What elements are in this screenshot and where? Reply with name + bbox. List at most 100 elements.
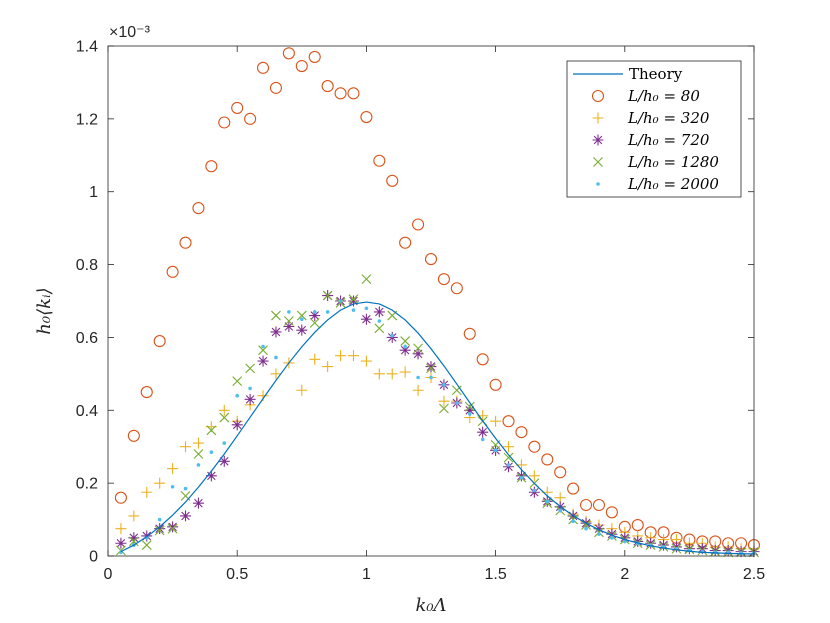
data-point-L720-19-shape [360,313,372,325]
data-point-L320-14-shape [296,384,308,396]
data-point-L720-39-shape [619,532,631,544]
data-point-L1280-15 [309,317,320,328]
data-point-L2000-23 [416,375,420,380]
data-point-L1280-25 [439,403,449,414]
data-point-L1280-14 [296,310,307,321]
data-point-L1280-19 [361,274,372,285]
data-point-L720-0 [115,537,127,549]
data-point-L2000-36-shape [584,526,588,531]
data-point-L720-21-shape [386,331,398,343]
data-point-L320-19-shape [360,355,372,367]
axes-layer: 0 0.5 1 1.5 2 2.5 0 0.2 0.4 0.6 0.8 1 1.2 1.4 [76,39,765,584]
data-point-L320-12 [270,368,282,380]
data-point-L320-14 [296,384,308,396]
data-point-L80-19-shape [360,110,373,124]
data-point-L720-24 [425,361,437,373]
data-point-L720-40 [632,535,644,547]
data-point-L1280-15-shape [309,317,320,328]
data-point-L1280-6 [193,449,204,459]
data-point-L720-18-shape [347,295,359,307]
data-point-L2000-32 [532,488,537,493]
data-point-L720-15-shape [309,310,321,322]
legend-label-L80: L/h₀ = 80 [627,87,700,105]
data-point-L1280-22 [400,336,411,346]
data-point-L320-8-shape [218,404,230,416]
data-point-L2000-39-shape [623,539,627,544]
data-point-L1280-37-shape [594,527,604,538]
data-point-L2000-29 [493,448,498,453]
data-point-L320-20 [373,368,385,380]
data-point-L1280-35-shape [568,514,579,525]
data-point-L2000-9-shape [235,393,239,398]
data-point-L80-12-shape [269,81,283,94]
y-tick-label-4: 0.8 [76,257,98,274]
data-point-L2000-16-shape [325,310,330,314]
data-point-L720-12-shape [270,326,282,338]
data-point-L320-6 [192,437,204,449]
data-point-L1280-3-shape [154,525,165,536]
data-point-L1280-23-shape [413,343,423,354]
data-point-L80-21 [386,174,399,187]
data-point-L80-6 [192,202,205,215]
data-point-L720-28-shape [477,426,489,438]
data-point-L80-29-shape [489,378,502,391]
data-point-L1280-10 [245,363,256,374]
data-point-L2000-17 [338,299,343,303]
data-point-L720-14 [296,324,308,336]
legend-swatch-L80-shape [591,89,605,103]
data-point-L1280-33-shape [542,498,553,509]
data-point-L2000-34 [558,508,562,513]
data-point-L80-12 [269,81,283,94]
data-point-L720-46-shape [709,545,721,557]
data-point-L720-37 [593,523,605,535]
data-point-L2000-12 [274,355,278,360]
data-point-L720-45-shape [696,543,708,555]
data-point-L2000-31-shape [519,475,524,480]
x-axis-label: k₀Λ [415,595,446,616]
data-point-L80-10 [244,112,257,125]
data-point-L2000-14 [300,317,304,322]
data-point-L320-16 [322,361,334,373]
data-point-L1280-12-shape [271,310,281,321]
data-point-L80-27 [463,327,476,340]
data-point-L320-12-shape [270,368,282,380]
data-point-L320-3 [154,477,166,489]
data-point-L2000-26-shape [455,401,459,405]
data-point-L720-18 [347,295,359,307]
data-point-L1280-7-shape [206,425,217,436]
series-Theory [120,301,755,555]
legend-box [566,60,742,198]
data-point-L2000-21-shape [390,333,395,338]
data-point-L720-3-shape [154,523,166,535]
data-point-L720-1-shape [128,532,140,544]
data-point-L2000-8 [222,441,227,445]
data-point-L2000-11 [261,344,265,349]
data-point-L1280-26 [451,385,462,396]
data-point-L1280-22-shape [400,336,411,346]
data-point-L720-23-shape [412,348,424,360]
data-point-L320-2 [141,486,153,498]
data-point-L2000-24 [429,375,433,380]
data-point-L80-3 [153,335,166,348]
data-point-L80-32-shape [528,440,541,453]
data-point-L80-30 [502,415,515,428]
legend-label-Theory: Theory [629,65,683,83]
data-point-L80-4-shape [166,265,179,278]
data-point-L2000-21 [390,333,395,338]
data-point-L720-21 [386,331,398,343]
data-point-L320-21 [386,368,398,380]
data-point-L1280-25-shape [439,403,449,414]
legend-item-Theory: Theory [573,65,683,83]
data-point-L80-22-shape [399,236,412,249]
data-point-L80-8 [218,116,231,129]
data-point-L320-23-shape [412,384,424,396]
data-point-L2000-10-shape [248,386,252,391]
data-point-L80-25-shape [437,273,450,286]
data-point-L2000-6-shape [196,463,201,467]
data-point-L80-29 [489,378,502,391]
data-point-L80-5 [179,236,192,249]
data-point-L2000-32-shape [532,488,537,493]
legend-swatch-L320 [592,112,604,124]
data-point-L80-8-shape [218,116,231,129]
data-point-L1280-13 [283,316,294,326]
